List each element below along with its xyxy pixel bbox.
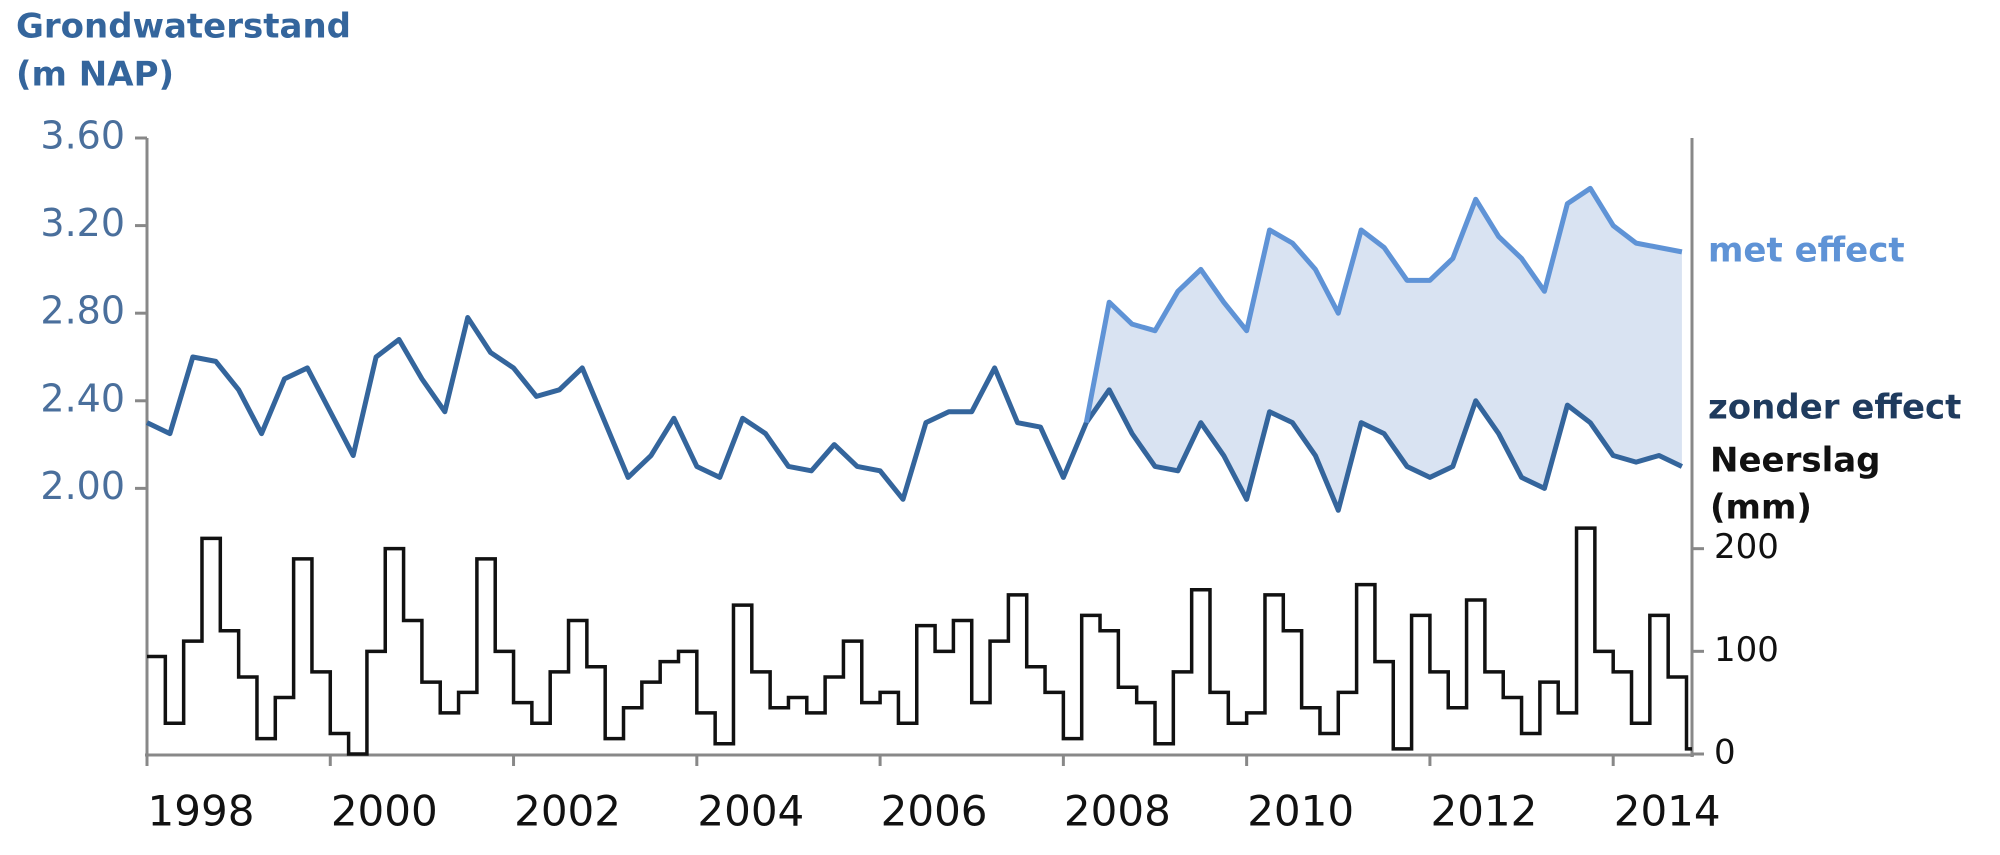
series-line (145, 315, 1683, 513)
y-tick-label: 2.00 (40, 464, 125, 508)
x-tick-label: 2002 (514, 787, 621, 836)
x-tick-label: 2008 (1064, 787, 1171, 836)
y-tick-label: 2.40 (40, 376, 125, 420)
y2-tick-label: 200 (1714, 527, 1779, 567)
x-tick-label: 2014 (1614, 787, 1721, 836)
series-label: zonder effect (1708, 388, 1961, 428)
y2-tick-label: 0 (1714, 733, 1736, 773)
y-axis-title: (m NAP) (16, 55, 174, 95)
y-tick-label: 3.20 (40, 201, 125, 245)
rainfall-line (147, 526, 1692, 756)
x-tick-label: 2000 (331, 787, 438, 836)
x-tick-label: 2004 (697, 787, 804, 836)
effect-band (1086, 188, 1682, 511)
series-label: met effect (1708, 231, 1905, 271)
y2-tick-label: 100 (1714, 630, 1779, 670)
x-tick-label: 1998 (148, 787, 255, 836)
y2-axis-title: Neerslag (1710, 441, 1881, 481)
y-tick-label: 2.80 (40, 289, 125, 333)
y-axis-title: Grondwaterstand (16, 7, 351, 47)
x-tick-label: 2010 (1247, 787, 1354, 836)
y-tick-label: 3.60 (40, 114, 125, 158)
y2-axis-title: (mm) (1710, 488, 1812, 528)
series-line (1083, 185, 1683, 424)
x-tick-label: 2012 (1430, 787, 1537, 836)
x-tick-label: 2006 (881, 787, 988, 836)
